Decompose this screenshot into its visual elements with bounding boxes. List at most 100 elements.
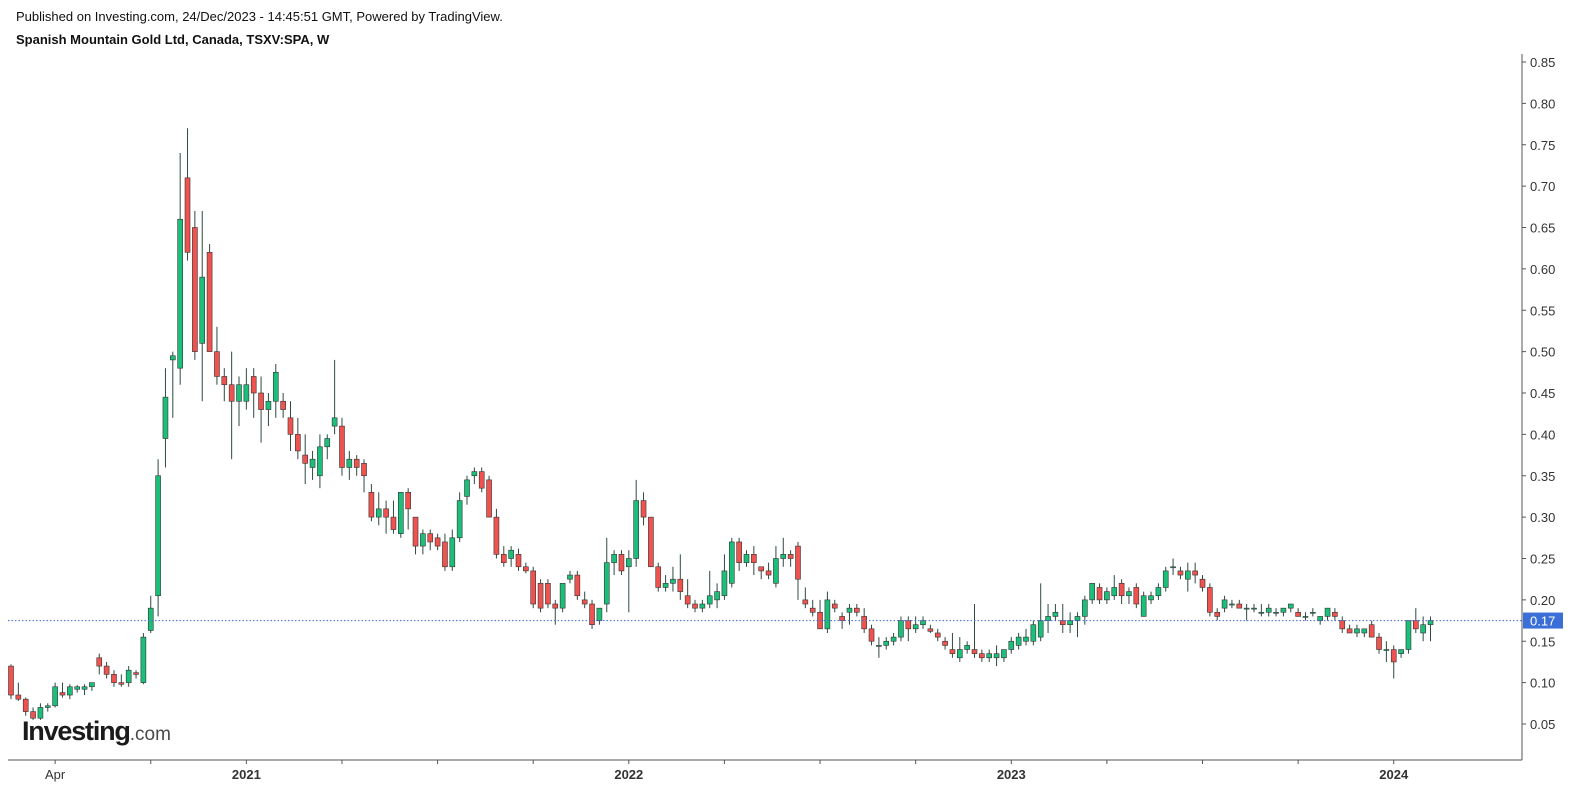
candle-body: [714, 591, 720, 601]
candle-body: [692, 603, 698, 609]
candle-body: [221, 376, 228, 386]
candle-body: [67, 686, 73, 696]
candle: [111, 670, 117, 687]
candle: [1207, 583, 1213, 617]
candle: [287, 401, 294, 451]
candle-body: [993, 653, 1000, 659]
candle: [280, 393, 286, 418]
candle-body: [456, 500, 463, 539]
y-tick-label: 0.65: [1530, 221, 1555, 236]
candle-body: [1082, 599, 1088, 617]
candle: [508, 546, 514, 567]
candle-body: [684, 595, 691, 605]
candle-body: [390, 516, 397, 530]
candle: [751, 546, 757, 576]
candle-body: [500, 554, 507, 563]
candle: [398, 491, 404, 538]
candle-body: [155, 475, 161, 597]
x-tick-label: Apr: [45, 767, 66, 782]
candle: [309, 450, 316, 480]
candle-body: [1383, 649, 1390, 651]
candle: [699, 599, 706, 613]
candle: [1192, 562, 1198, 584]
candle-body: [1229, 603, 1235, 606]
candle: [1118, 579, 1125, 605]
candle: [1074, 612, 1081, 638]
candle-body: [839, 616, 845, 621]
candle: [1185, 562, 1191, 592]
logo-suffix: .com: [129, 724, 171, 745]
candle: [574, 570, 581, 600]
candle: [184, 128, 191, 261]
candle: [1199, 575, 1206, 592]
candle: [765, 562, 772, 580]
y-tick-label: 0.80: [1530, 96, 1555, 111]
candle: [1052, 604, 1059, 621]
candle: [662, 575, 669, 592]
candle-body: [1118, 583, 1125, 597]
candle-body: [530, 570, 537, 605]
candle: [618, 550, 625, 576]
candle: [258, 376, 264, 443]
candle: [728, 537, 735, 588]
candle: [353, 455, 360, 476]
candle-body: [883, 640, 890, 646]
candle: [993, 645, 1000, 667]
candle: [758, 566, 765, 580]
candle: [971, 604, 978, 658]
candle: [1310, 608, 1316, 617]
candle: [1383, 641, 1390, 662]
candle-body: [706, 595, 713, 605]
candle-body: [1023, 636, 1029, 642]
candle-body: [1258, 611, 1265, 614]
candle-body: [368, 491, 375, 518]
candle-body: [861, 616, 867, 630]
candle-body: [125, 669, 132, 683]
candle-body: [317, 446, 323, 477]
candle-body: [147, 607, 154, 631]
candle: [8, 664, 14, 700]
candle-body: [1133, 587, 1140, 605]
candle-body: [1001, 649, 1007, 659]
candle-body: [133, 672, 139, 675]
candle-body: [640, 500, 647, 518]
candle-body: [1236, 603, 1243, 609]
candle: [250, 368, 257, 418]
candle: [221, 368, 228, 402]
candle-body: [1310, 611, 1316, 614]
candle-body: [478, 471, 485, 489]
candle-body: [927, 628, 934, 632]
last-price-label: 0.17: [1530, 614, 1555, 629]
candle-body: [1162, 570, 1169, 588]
candle: [956, 637, 963, 662]
candle-body: [1287, 603, 1294, 609]
candle: [37, 703, 44, 720]
candle: [1361, 628, 1368, 638]
y-tick-label: 0.60: [1530, 262, 1555, 277]
candle: [1177, 566, 1184, 580]
candle-body: [581, 599, 588, 605]
candle-body: [1302, 616, 1309, 618]
candle-body: [258, 392, 264, 410]
candle-body: [1265, 607, 1272, 613]
candle: [1265, 604, 1272, 617]
candle: [59, 682, 66, 698]
y-tick-label: 0.75: [1530, 138, 1555, 153]
candle: [30, 707, 36, 720]
candle: [147, 595, 154, 633]
candle-body: [331, 417, 338, 427]
candle: [714, 583, 720, 609]
candle-body: [1067, 620, 1073, 625]
candle-body: [1140, 595, 1147, 617]
candle-body: [22, 698, 29, 712]
candle-body: [854, 607, 860, 613]
candle: [1170, 558, 1176, 576]
candle-body: [1251, 607, 1257, 610]
candle-body: [831, 603, 838, 609]
candle-body: [1059, 620, 1066, 625]
candle: [302, 434, 309, 485]
y-axis: 0.85 0.80 0.75 0.70 0.65 0.60 0.55 0.50 0.45 0.40…: [1521, 54, 1555, 760]
candle: [1015, 632, 1022, 650]
candle: [434, 533, 441, 551]
